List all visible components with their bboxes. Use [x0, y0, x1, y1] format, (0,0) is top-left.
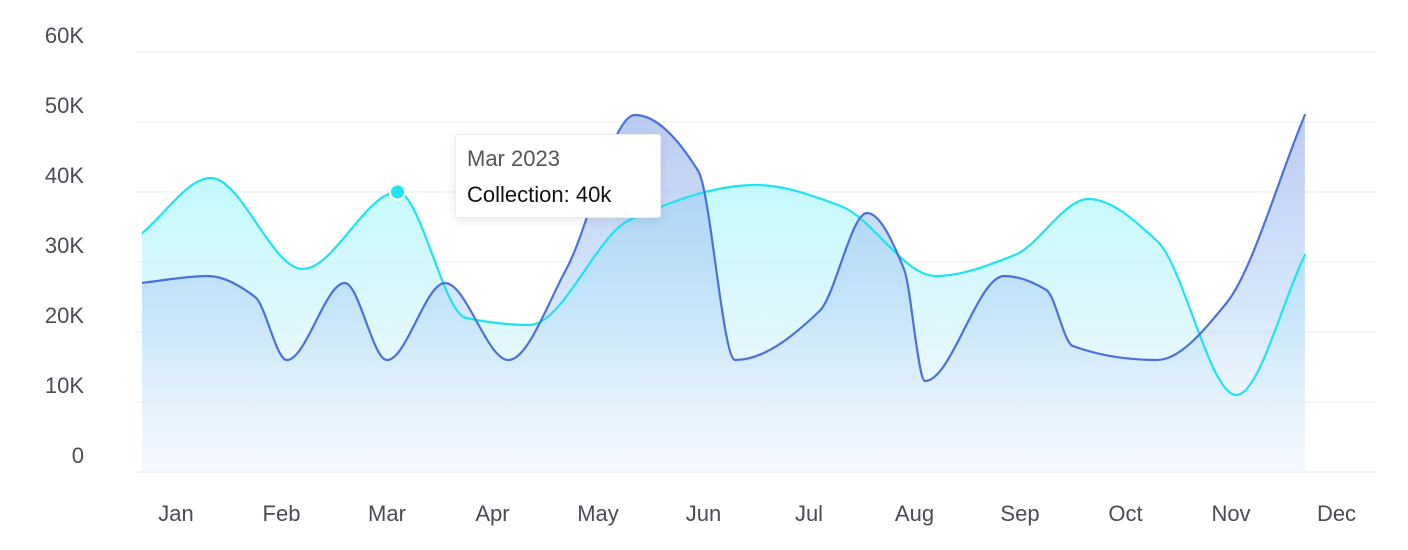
y-axis-labels: 0 10K 20K 30K 40K 50K 60K	[45, 23, 84, 468]
y-tick-label: 60K	[45, 23, 84, 48]
tooltip-value-row: Collection: 40k	[467, 182, 612, 207]
y-tick-label: 50K	[45, 93, 84, 118]
x-tick-label: Mar	[368, 501, 406, 526]
x-tick-label: Aug	[895, 501, 934, 526]
x-tick-label: Sep	[1000, 501, 1039, 526]
y-tick-label: 10K	[45, 373, 84, 398]
tooltip-label: Collection	[467, 182, 564, 207]
x-tick-label: Apr	[475, 501, 509, 526]
x-tick-label: May	[577, 501, 619, 526]
tooltip-value: 40k	[575, 182, 612, 207]
series-2-line	[142, 113, 1306, 383]
y-tick-label: 30K	[45, 233, 84, 258]
x-axis-labels: Jan Feb Mar Apr May Jun Jul Aug Sep Oct Nov Dec	[158, 501, 1356, 526]
tooltip-title: Mar 2023	[467, 146, 560, 171]
y-tick-label: 0	[72, 443, 84, 468]
tooltip-marker	[389, 183, 407, 201]
series-layer	[142, 113, 1306, 472]
x-tick-label: Oct	[1108, 501, 1142, 526]
series-2-area	[142, 115, 1305, 472]
series-1-line	[142, 176, 1306, 397]
y-tick-label: 40K	[45, 163, 84, 188]
x-tick-label: Nov	[1211, 501, 1250, 526]
x-tick-label: Jul	[795, 501, 823, 526]
y-tick-label: 20K	[45, 303, 84, 328]
tooltip: Mar 2023 Collection: 40k	[455, 134, 661, 218]
x-tick-label: Feb	[263, 501, 301, 526]
x-tick-label: Jun	[686, 501, 721, 526]
x-tick-label: Jan	[158, 501, 193, 526]
x-tick-label: Dec	[1317, 501, 1356, 526]
marker-layer	[389, 183, 407, 201]
